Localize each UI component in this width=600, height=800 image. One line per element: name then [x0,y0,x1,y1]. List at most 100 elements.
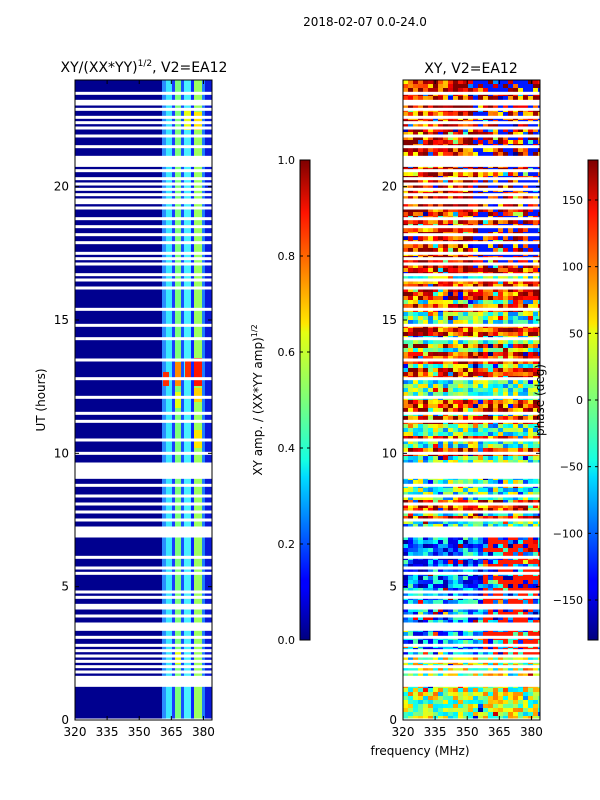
phase-heatmap-cell [468,592,473,596]
phase-heatmap-cell [528,268,533,272]
phase-heatmap-cell [443,384,448,388]
phase-heatmap-cell [418,364,423,368]
phase-heatmap-cell [438,716,443,720]
phase-heatmap-cell [503,616,508,620]
phase-heatmap-cell [503,388,508,392]
phase-heatmap-cell [483,608,488,612]
phase-flag-line [403,654,540,658]
phase-heatmap-cell [458,400,463,404]
phase-heatmap-cell [498,340,503,344]
phase-heatmap-cell [538,500,540,504]
phase-heatmap-cell [478,340,483,344]
phase-heatmap-cell [458,228,463,232]
phase-heatmap-cell [503,544,508,548]
phase-heatmap-cell [413,448,418,452]
phase-heatmap-cell [523,652,528,656]
phase-heatmap-cell [513,560,518,564]
phase-heatmap-cell [463,712,468,716]
phase-heatmap-cell [413,404,418,408]
phase-heatmap-cell [528,352,533,356]
phase-heatmap-cell [443,548,448,552]
amplitude-band [181,80,184,720]
phase-heatmap-cell [488,220,493,224]
phase-heatmap-cell [433,392,438,396]
phase-heatmap-cell [413,488,418,492]
phase-heatmap-cell [513,416,518,420]
phase-heatmap-cell [518,456,523,460]
phase-heatmap-cell [523,708,528,712]
phase-heatmap-cell [488,620,493,624]
phase-heatmap-cell [503,652,508,656]
phase-heatmap-cell [458,536,463,540]
phase-heatmap-cell [533,576,538,580]
phase-heatmap-cell [498,228,503,232]
phase-heatmap-cell [448,368,453,372]
phase-heatmap-cell [513,352,518,356]
phase-heatmap-cell [508,236,513,240]
phase-heatmap-cell [518,104,523,108]
phase-heatmap-cell [453,356,458,360]
phase-heatmap-cell [448,640,453,644]
phase-heatmap-cell [518,424,523,428]
phase-heatmap-cell [523,588,528,592]
phase-heatmap-cell [433,584,438,588]
phase-heatmap-cell [418,488,423,492]
phase-heatmap-cell [413,524,418,528]
phase-heatmap-cell [523,264,528,268]
amplitude-y-tick-label: 5 [61,580,69,594]
phase-heatmap-cell [488,292,493,296]
phase-heatmap-cell [528,172,533,176]
phase-heatmap-cell [503,380,508,384]
phase-heatmap-cell [443,248,448,252]
phase-heatmap-cell [468,524,473,528]
phase-heatmap-cell [468,512,473,516]
phase-heatmap-cell [518,608,523,612]
phase-heatmap-cell [418,408,423,412]
phase-heatmap-cell [438,344,443,348]
phase-heatmap-cell [513,388,518,392]
phase-heatmap-cell [423,180,428,184]
phase-heatmap-cell [413,88,418,92]
phase-heatmap-cell [438,640,443,644]
phase-heatmap-cell [473,424,478,428]
phase-heatmap-cell [438,332,443,336]
phase-heatmap-cell [418,668,423,672]
phase-heatmap-cell [513,712,518,716]
phase-heatmap-cell [438,544,443,548]
phase-heatmap-cell [408,692,413,696]
phase-heatmap-cell [438,268,443,272]
phase-heatmap-cell [413,172,418,176]
phase-heatmap-cell [488,488,493,492]
phase-heatmap-cell [533,704,538,708]
phase-heatmap-cell [473,388,478,392]
phase-heatmap-cell [428,552,433,556]
phase-heatmap-cell [453,296,458,300]
phase-heatmap-cell [518,292,523,296]
phase-heatmap-cell [493,504,498,508]
phase-heatmap-cell [433,152,438,156]
phase-x-tick-label: 365 [488,725,511,739]
phase-heatmap-cell [463,444,468,448]
phase-heatmap-cell [418,456,423,460]
phase-heatmap-cell [478,96,483,100]
phase-heatmap-cell [438,364,443,368]
phase-heatmap-cell [413,564,418,568]
phase-heatmap-cell [503,348,508,352]
phase-heatmap-cell [458,316,463,320]
phase-heatmap-cell [483,264,488,268]
phase-heatmap-cell [413,444,418,448]
phase-heatmap-cell [478,536,483,540]
phase-flag-line [403,571,540,575]
phase-heatmap-cell [473,212,478,216]
phase-heatmap-cell [463,140,468,144]
phase-heatmap-cell [493,248,498,252]
phase-heatmap-cell [408,696,413,700]
amplitude-flag-line [75,622,212,626]
phase-heatmap-cell [513,592,518,596]
phase-heatmap-cell [533,712,538,716]
phase-heatmap-cell [533,688,538,692]
phase-heatmap-cell [523,152,528,156]
phase-heatmap-cell [493,576,498,580]
phase-heatmap-cell [438,592,443,596]
phase-heatmap-cell [413,264,418,268]
